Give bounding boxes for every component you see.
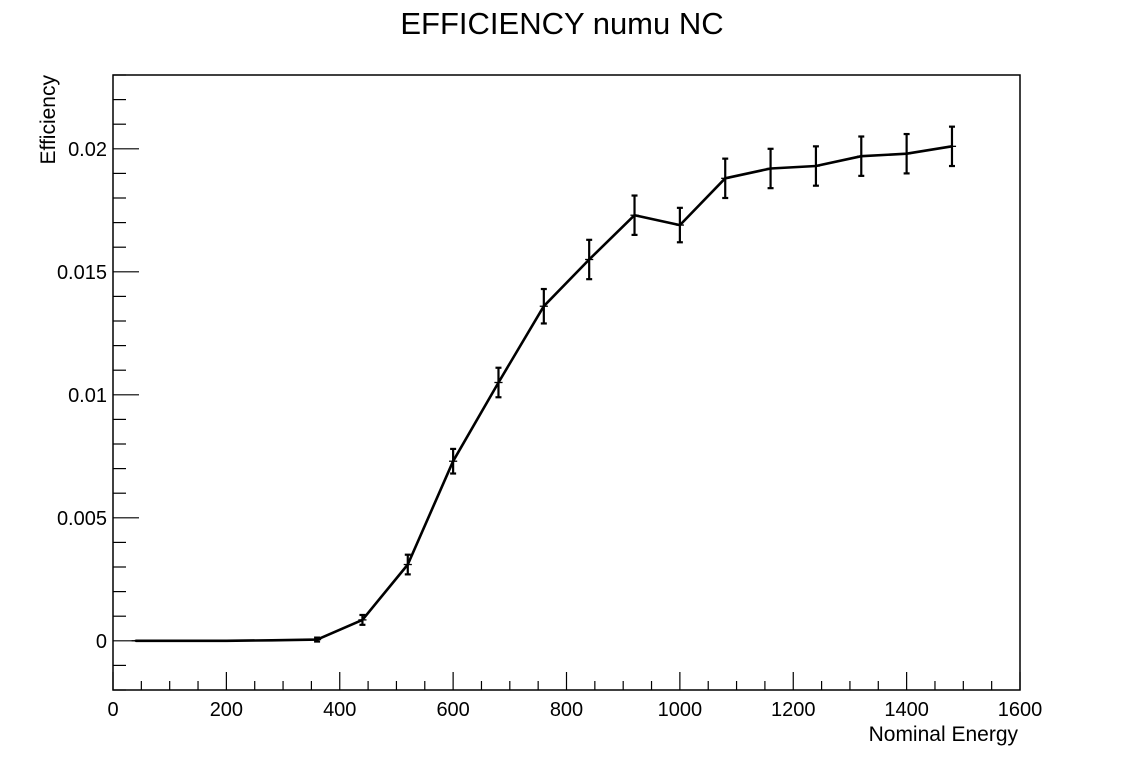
y-axis-tick-labels: 0 0.005 0.01 0.015 0.02 (57, 139, 107, 653)
x-tick-label: 0 (107, 699, 118, 721)
data-point (769, 167, 772, 170)
x-tick-label: 600 (436, 699, 469, 721)
data-point (361, 618, 364, 622)
x-tick-label: 1600 (998, 699, 1043, 721)
data-point (950, 145, 954, 148)
series-group (131, 125, 957, 643)
data-point (814, 164, 818, 168)
data-point (179, 639, 183, 642)
data-point (270, 639, 273, 642)
data-point (497, 381, 500, 384)
chart-title: EFFICIENCY numu NC (400, 6, 724, 41)
data-point (451, 460, 455, 463)
data-point (905, 152, 908, 155)
data-point (134, 639, 137, 642)
x-axis-ticks (112, 672, 1021, 690)
y-axis-ticks (113, 74, 139, 691)
x-tick-label: 1400 (884, 699, 929, 721)
y-tick-label: 0 (96, 631, 107, 653)
x-tick-label: 800 (550, 699, 583, 721)
data-point (406, 563, 409, 566)
x-tick-label: 1000 (658, 699, 703, 721)
series-line (135, 145, 953, 643)
x-tick-label: 400 (323, 699, 356, 721)
data-point (860, 154, 863, 158)
plot-frame (112, 74, 1021, 691)
x-axis-title: Nominal Energy (869, 723, 1019, 746)
y-tick-label: 0.015 (57, 262, 107, 284)
y-tick-label: 0.02 (68, 139, 107, 161)
data-point (633, 214, 636, 217)
x-tick-label: 200 (210, 699, 243, 721)
data-point (678, 223, 682, 227)
data-point (587, 258, 591, 261)
y-tick-label: 0.005 (57, 508, 107, 530)
x-axis-tick-labels: 0 200 400 600 800 1000 1200 1400 1600 (107, 699, 1042, 721)
y-tick-label: 0.01 (68, 385, 107, 407)
data-point (542, 305, 546, 308)
y-axis-title: Efficiency (37, 75, 60, 165)
x-tick-label: 1200 (771, 699, 816, 721)
data-point (315, 638, 319, 641)
data-point (225, 639, 228, 642)
data-point (724, 177, 727, 180)
